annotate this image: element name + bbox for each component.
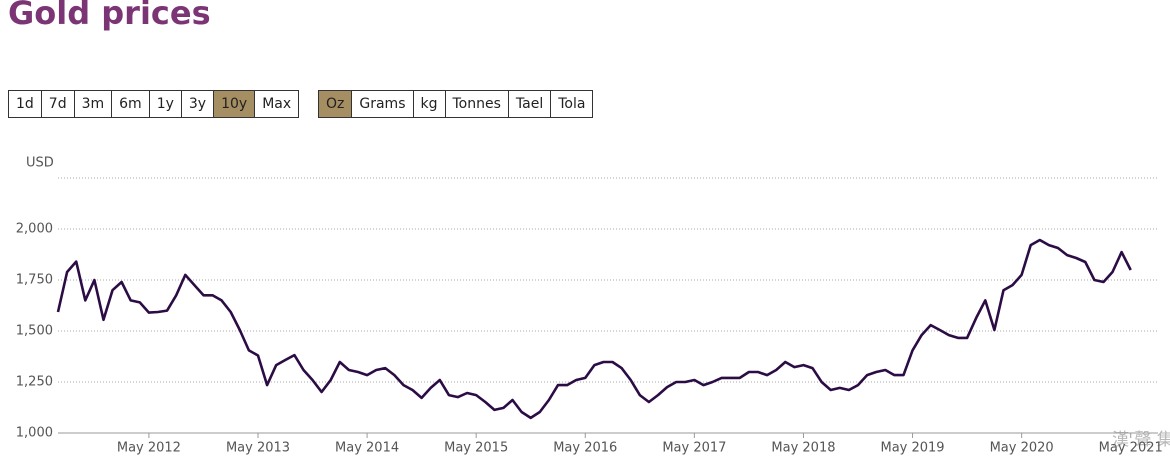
x-tick-label: May 2015 — [444, 441, 508, 456]
y-tick-label: 1,750 — [16, 273, 53, 288]
y-tick-label: 1,000 — [16, 426, 53, 441]
watermark: 漢 聲 集 團 — [1112, 430, 1170, 450]
toggle-button[interactable]: Tael — [507, 90, 552, 118]
y-axis-label: USD — [26, 156, 54, 171]
x-tick-label: May 2021 — [1099, 441, 1163, 456]
toggle-button[interactable]: Tonnes — [444, 90, 509, 118]
toggle-button[interactable]: 3m — [73, 90, 113, 118]
y-tick-label: 1,500 — [16, 324, 53, 339]
range-buttons: 1d 7d 3m 6m 1y 3y 10y Max — [8, 90, 300, 118]
toggle-button[interactable]: 1d — [8, 90, 42, 118]
x-tick-label: May 2014 — [335, 441, 399, 456]
x-tick-label: May 2018 — [771, 441, 835, 456]
toggle-button[interactable]: Grams — [351, 90, 414, 118]
x-tick-label: May 2013 — [226, 441, 290, 456]
toggle-button[interactable]: Max — [254, 90, 300, 118]
unit-buttons: Oz Grams kg Tonnes Tael Tola — [318, 90, 594, 118]
toggle-button[interactable]: Tola — [550, 90, 594, 118]
y-tick-label: 1,250 — [16, 375, 53, 390]
toggle-button[interactable]: kg — [412, 90, 446, 118]
x-tick-label: May 2012 — [117, 441, 181, 456]
page-title: Gold prices — [8, 0, 211, 32]
y-tick-label: 2,000 — [16, 222, 53, 237]
x-tick-label: May 2020 — [990, 441, 1054, 456]
x-tick-label: May 2019 — [880, 441, 944, 456]
toggle-button[interactable]: 10y — [213, 90, 256, 118]
price-line — [56, 238, 1132, 420]
toggle-button[interactable]: Oz — [318, 90, 353, 118]
x-tick-label: May 2016 — [553, 441, 617, 456]
x-tick-label: May 2017 — [662, 441, 726, 456]
